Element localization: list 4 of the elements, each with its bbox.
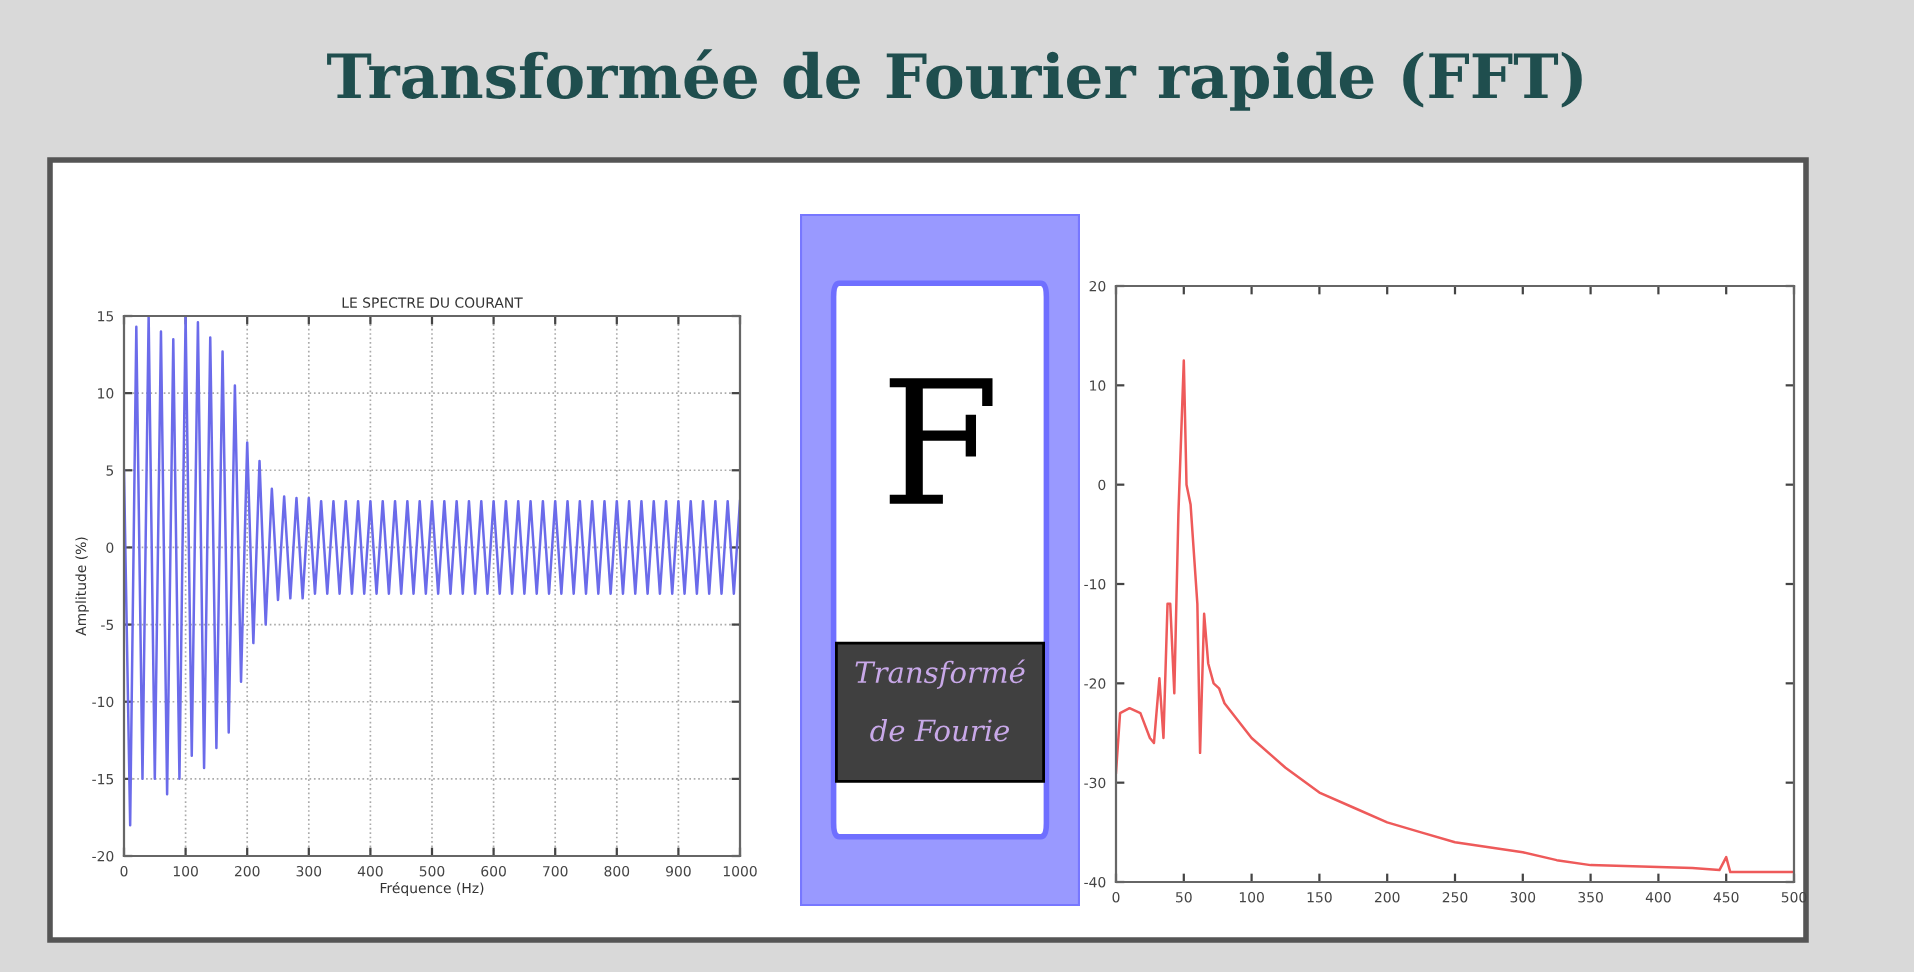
- line-series: [1116, 359, 1794, 874]
- text: F: [889, 378, 993, 504]
- text: Transformée de Fourier rapide (FFT): [327, 49, 1582, 111]
- text: Transformé de Fourie: [855, 659, 1026, 742]
